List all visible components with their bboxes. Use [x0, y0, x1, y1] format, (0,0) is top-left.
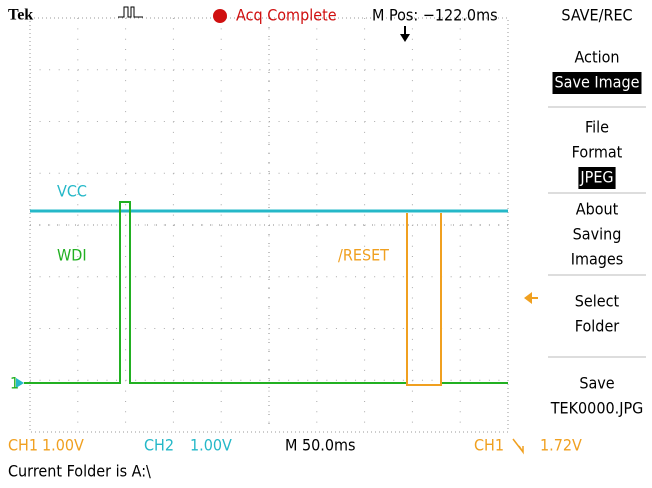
trigger-level: 1.72V — [540, 436, 582, 455]
ch2-label: CH2 — [144, 436, 174, 455]
horizontal-position: M Pos: −122.0ms — [372, 6, 498, 25]
graticule — [30, 18, 508, 432]
timebase: M 50.0ms — [285, 436, 356, 455]
menu-selected-box — [552, 72, 642, 94]
menu-label: TEK0000.JPG — [550, 399, 644, 418]
trigger-slope-icon — [512, 438, 524, 455]
menu-button[interactable]: About Saving Images — [571, 200, 624, 269]
menu-label: Saving — [573, 225, 622, 244]
trigger-source: CH1 — [474, 436, 504, 455]
menu-label: About — [576, 200, 619, 219]
ch1-label: CH1 — [8, 436, 38, 455]
menu-button[interactable]: Save TEK0000.JPG — [550, 374, 644, 418]
brand: Tek — [8, 7, 33, 24]
acq-status: Acq Complete — [236, 6, 337, 25]
ch2-ground-marker: 1 — [10, 374, 19, 393]
menu-button[interactable]: Action Save Image — [552, 48, 642, 95]
trace-label: WDI — [57, 246, 87, 265]
trigger-position-marker — [400, 26, 410, 42]
menu-label: Folder — [575, 317, 620, 336]
menu-label: Images — [571, 250, 624, 269]
reset-trace — [406, 213, 442, 386]
footer-message: Current Folder is A:\ — [8, 462, 151, 481]
ch1-scale: 1.00V — [42, 436, 84, 455]
menu-label: Action — [574, 48, 619, 67]
side-menu: Action Save Image File Format JPEG About Savin… — [548, 48, 646, 418]
trigger-level-marker — [524, 292, 538, 304]
trace-label: VCC — [57, 182, 87, 201]
menu-label: Select — [575, 292, 620, 311]
menu-selected: Save Image — [555, 73, 640, 92]
menu-selected: JPEG — [579, 168, 613, 187]
graticule-border — [29, 17, 509, 433]
trace-label: /RESET — [338, 246, 389, 265]
ch2-scale: 1.00V — [190, 436, 232, 455]
menu-label: Save — [579, 374, 614, 393]
menu-selected-box — [578, 167, 616, 189]
trigger-status-icon — [118, 6, 143, 18]
menu-label: Format — [572, 143, 623, 162]
run-indicator — [213, 9, 227, 23]
menu-button[interactable]: File Format JPEG — [572, 118, 623, 190]
ch1-ground-marker — [16, 378, 24, 388]
menu-label: File — [585, 118, 609, 137]
menu-button[interactable]: Select Folder — [575, 292, 620, 336]
menu-title: SAVE/REC — [561, 6, 632, 25]
